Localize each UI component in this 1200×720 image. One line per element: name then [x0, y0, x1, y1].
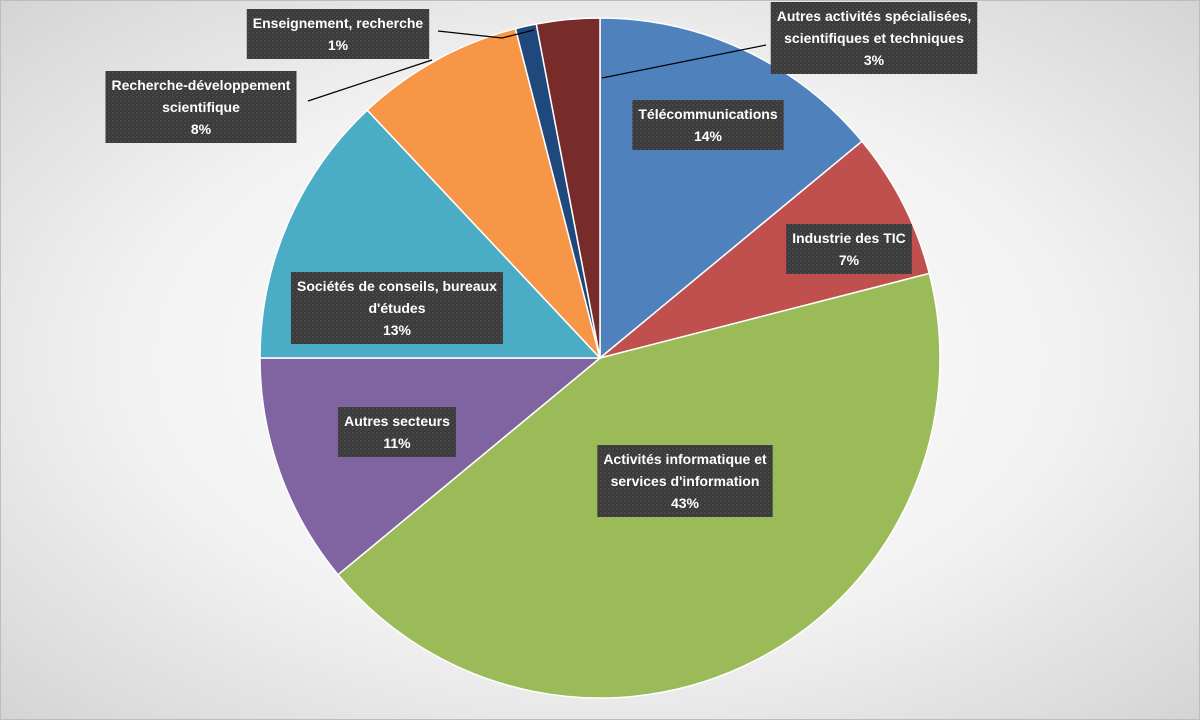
slice-name: Autres activités spécialisées, [777, 8, 972, 24]
label-box [246, 9, 430, 59]
slice-label: Autres secteurs 11% [338, 407, 456, 457]
leader-line [307, 59, 433, 102]
slice-name: scientifique [162, 99, 240, 115]
label-box [291, 272, 503, 344]
slice-label: Télécommunications 14% [632, 100, 784, 150]
label-box [786, 224, 912, 274]
slice-percent: 8% [191, 121, 212, 137]
label-box [632, 100, 784, 150]
label-box [338, 407, 456, 457]
slice-label: Activités informatique et services d'info… [597, 445, 773, 517]
pie-slice-8 [535, 17, 601, 359]
slice-name: d'études [368, 300, 425, 316]
leader-line [437, 29, 535, 39]
slice-percent: 11% [383, 435, 411, 451]
slice-name: Activités informatique et [603, 451, 767, 467]
slice-label: Recherche-développement scientifique 8% [105, 71, 297, 143]
slice-name: Autres secteurs [344, 413, 450, 429]
slice-percent: 7% [839, 252, 860, 268]
leader-line [601, 44, 767, 79]
slice-name: Industrie des TIC [792, 230, 906, 246]
slice-percent: 13% [383, 322, 412, 338]
label-box [105, 71, 297, 143]
slice-percent: 3% [864, 52, 885, 68]
slice-label: Industrie des TIC 7% [786, 224, 912, 274]
slice-percent: 14% [694, 128, 723, 144]
slice-name: Télécommunications [638, 106, 777, 122]
slice-label: Autres activités spécialisées, scientifiq… [770, 2, 978, 74]
slice-name: scientifiques et techniques [784, 30, 964, 46]
slice-label: Sociétés de conseils, bureaux d'études 13% [291, 272, 503, 344]
slice-label: Enseignement, recherche 1% [246, 9, 430, 59]
slice-name: services d'information [611, 473, 760, 489]
slice-name: Sociétés de conseils, bureaux [297, 278, 497, 294]
slice-percent: 43% [671, 495, 700, 511]
pie-slice-2 [599, 140, 931, 359]
slice-percent: 1% [328, 37, 349, 53]
slice-name: Enseignement, recherche [253, 15, 424, 31]
slice-name: Recherche-développement [112, 77, 291, 93]
pie-slice-6 [366, 27, 601, 359]
label-box [597, 445, 773, 517]
label-box [770, 2, 978, 74]
